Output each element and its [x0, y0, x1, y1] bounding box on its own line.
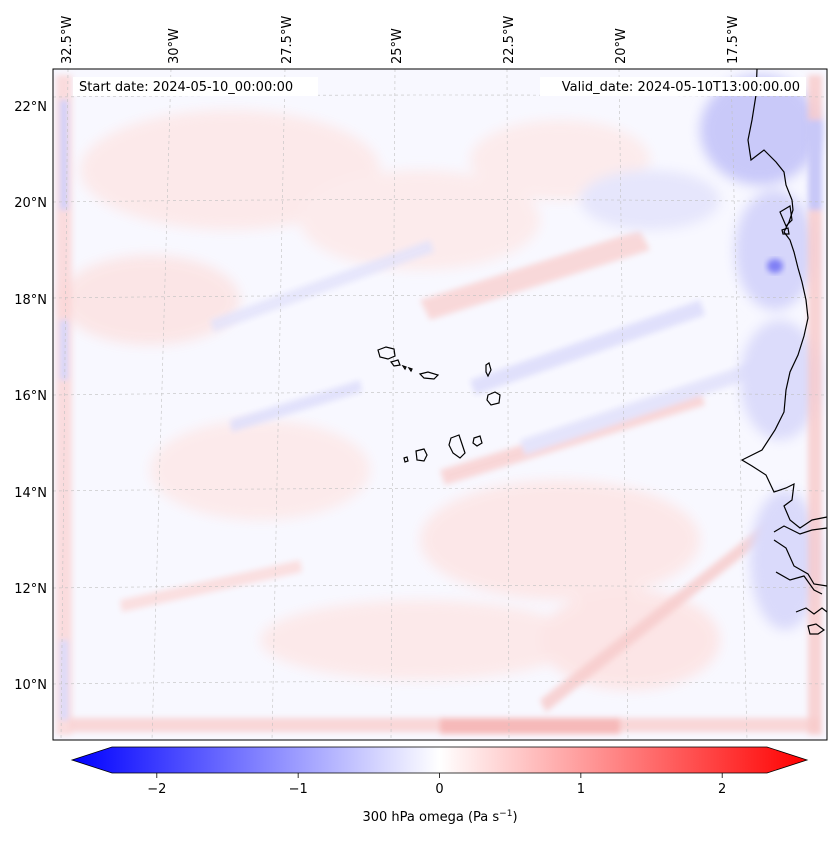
island-sao-nicolau	[418, 371, 440, 380]
lat-label: 22°N	[14, 100, 47, 115]
lon-label: 27.5°W	[280, 16, 295, 64]
colorbar-label: 300 hPa omega (Pa s−1)	[362, 809, 517, 825]
island-islet	[407, 366, 413, 373]
lon-label: 30°W	[167, 28, 182, 64]
longitude-labels: 32.5°W 30°W 27.5°W 25°W 22.5°W 20°W 17.5…	[60, 16, 741, 64]
valid-date-box	[540, 77, 806, 96]
colorbar-bar	[70, 746, 809, 774]
lat-label: 18°N	[14, 293, 47, 308]
map-frame	[52, 68, 828, 741]
lat-label: 12°N	[14, 582, 47, 597]
colorbar-tick-label: −2	[147, 782, 166, 797]
island-fogo	[415, 448, 428, 462]
island-santa-luzia	[401, 364, 407, 371]
start-date-label: Start date: 2024-05-10_00:00:00	[79, 80, 293, 95]
lat-label: 14°N	[14, 486, 47, 501]
island-boa-vista	[486, 391, 501, 406]
colorbar-tick-label: 1	[577, 782, 585, 797]
lat-label: 20°N	[14, 196, 47, 211]
coastline	[740, 68, 828, 635]
lon-label: 25°W	[390, 28, 405, 64]
lon-label: 17.5°W	[726, 16, 741, 64]
island-maio	[472, 435, 483, 447]
island-santo-antao	[377, 346, 396, 360]
colorbar-tick-label: 2	[718, 782, 726, 797]
island-brava	[403, 456, 409, 463]
lon-label: 22.5°W	[502, 16, 517, 64]
latitude-labels: 22°N 20°N 18°N 16°N 14°N 12°N 10°N	[14, 100, 47, 693]
cape-verde-islands	[377, 346, 501, 463]
lon-label: 32.5°W	[60, 16, 75, 64]
map-panel: Start date: 2024-05-10_00:00:00 Valid_da…	[52, 68, 828, 741]
island-sal	[485, 362, 492, 378]
colorbar-tick-label: −1	[289, 782, 308, 797]
start-date-box	[73, 77, 318, 96]
island-santiago	[448, 434, 466, 459]
graticule	[53, 69, 827, 740]
colorbar: −2 −1 0 1 2 300 hPa omega (Pa s−1)	[70, 746, 809, 825]
valid-date-label: Valid_date: 2024-05-10T13:00:00.00	[562, 80, 800, 95]
lat-label: 10°N	[14, 678, 47, 693]
colorbar-tick-label: 0	[435, 782, 443, 797]
lon-label: 20°W	[614, 28, 629, 64]
colorbar-tick-labels: −2 −1 0 1 2	[147, 782, 726, 797]
lat-label: 16°N	[14, 389, 47, 404]
island-sao-vicente	[389, 359, 401, 367]
colorbar-ticks	[156, 773, 723, 778]
